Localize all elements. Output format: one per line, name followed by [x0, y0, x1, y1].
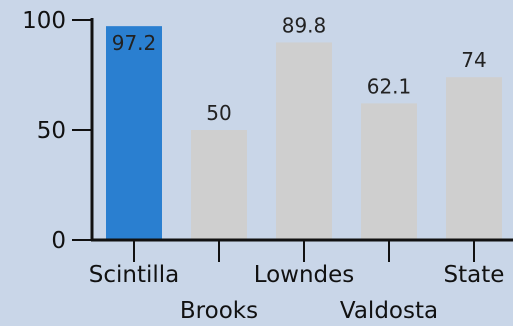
value-label-scintilla: 97.2: [112, 31, 157, 55]
bar-lowndes: [276, 42, 332, 240]
bar-valdosta: [361, 103, 417, 240]
y-tick-label-100: 100: [22, 8, 66, 34]
y-tick-label-50: 50: [37, 118, 66, 144]
bars-group: [106, 26, 502, 240]
value-label-valdosta: 62.1: [367, 74, 412, 98]
y-tick-label-0: 0: [51, 228, 66, 254]
x-tick-label-lowndes: Lowndes: [254, 262, 355, 288]
value-label-state: 74: [461, 48, 486, 72]
value-label-brooks: 50: [206, 101, 231, 125]
bar-brooks: [191, 130, 247, 240]
y-ticks-group: 0 50 100: [22, 8, 92, 254]
x-tick-label-state: State: [444, 262, 505, 288]
bar-scintilla: [106, 26, 162, 240]
x-tick-label-valdosta: Valdosta: [340, 298, 438, 324]
value-labels-group: 97.2 50 89.8 62.1 74: [112, 13, 487, 125]
value-label-lowndes: 89.8: [282, 13, 327, 37]
bar-state: [446, 77, 502, 240]
x-tick-label-scintilla: Scintilla: [89, 262, 180, 288]
x-tick-label-brooks: Brooks: [180, 298, 258, 324]
